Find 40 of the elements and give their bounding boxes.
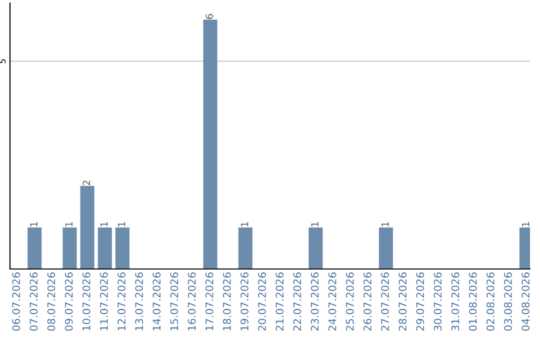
data-label: 1 xyxy=(522,222,530,226)
x-tick-label: 13.07.2026 xyxy=(135,272,144,330)
data-label: 6 xyxy=(206,14,214,19)
x-tick-label: 25.07.2026 xyxy=(346,272,354,331)
x-tick-label: 11.07.2026 xyxy=(100,272,108,330)
x-tick-label: 18.07.2026 xyxy=(222,272,231,330)
x-tick-label: 28.07.2026 xyxy=(398,272,407,331)
data-label: 1 xyxy=(241,222,248,226)
x-tick-label: 12.07.2026 xyxy=(118,272,126,330)
x-tick-label: 02.08.2026 xyxy=(486,272,494,331)
x-tick-label: 15.07.2026 xyxy=(170,272,178,330)
x-tick-label: 17.07.2026 xyxy=(205,272,214,330)
x-tick-label: 31.07.2026 xyxy=(451,272,460,331)
data-label: 2 xyxy=(82,180,90,186)
x-tick-label: 07.07.2026 xyxy=(30,272,38,331)
x-tick-label: 03.08.2026 xyxy=(504,272,512,331)
data-label: 1 xyxy=(382,222,389,226)
x-tick-label: 21.07.2026 xyxy=(276,272,284,331)
x-tick-label: 30.07.2026 xyxy=(434,272,442,331)
x-tick-label: 20.07.2026 xyxy=(258,272,266,331)
x-tick-label: 16.07.2026 xyxy=(188,272,196,330)
data-label: 1 xyxy=(30,222,38,226)
x-tick-label: 29.07.2026 xyxy=(416,272,424,331)
x-tick-label: 08.07.2026 xyxy=(47,272,56,331)
x-tick-label: 10.07.2026 xyxy=(82,272,90,330)
x-tick-label: 06.07.2026 xyxy=(12,272,20,331)
data-label: 1 xyxy=(118,222,126,226)
x-tick-label: 22.07.2026 xyxy=(293,272,302,331)
data-label: 1 xyxy=(65,222,72,226)
x-tick-label: 04.08.2026 xyxy=(522,272,530,331)
x-tick-label: 01.08.2026 xyxy=(468,272,477,331)
x-tick-label: 26.07.2026 xyxy=(364,272,372,331)
x-tick-label: 14.07.2026 xyxy=(152,272,161,330)
x-tick-label: 24.07.2026 xyxy=(328,272,336,331)
data-label: 1 xyxy=(311,222,318,226)
data-label: 1 xyxy=(100,222,108,226)
x-tick-label: 23.07.2026 xyxy=(310,272,319,331)
x-tick-label: 19.07.2026 xyxy=(240,272,248,330)
x-tick-label: 27.07.2026 xyxy=(381,272,389,331)
x-tick-label: 09.07.2026 xyxy=(64,272,73,331)
